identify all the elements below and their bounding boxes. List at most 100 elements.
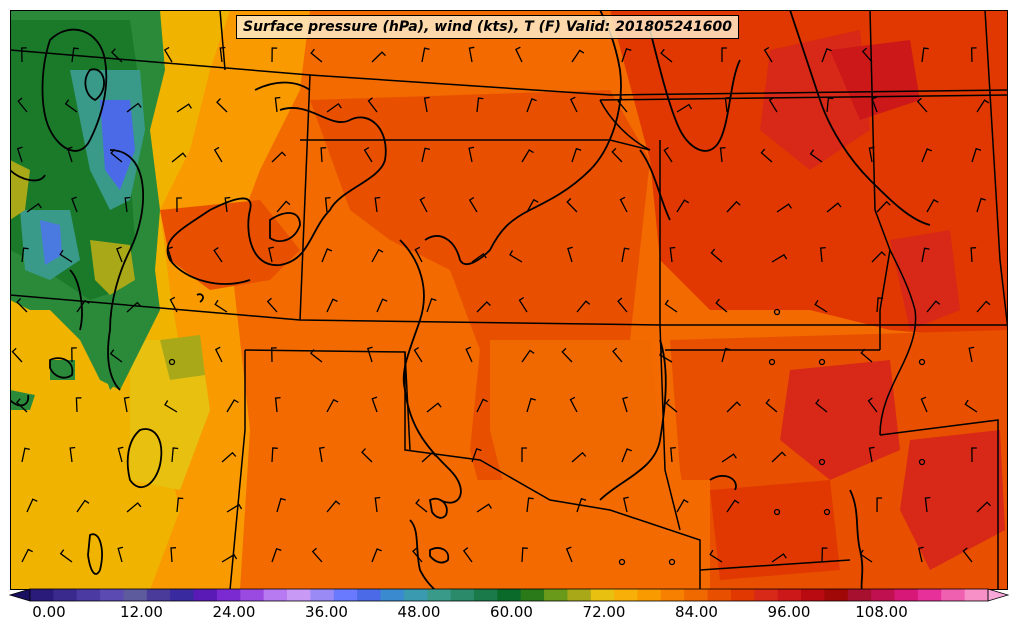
wind-barb-icon	[526, 198, 539, 213]
wind-barb-icon	[571, 147, 582, 163]
wind-barb-icon	[566, 198, 578, 213]
wind-barb-icon	[76, 499, 90, 513]
wind-barb-icon	[376, 298, 388, 313]
wind-barb-icon	[320, 147, 327, 163]
wind-barb-icon	[276, 200, 291, 213]
colorbar-swatch	[427, 589, 452, 601]
wind-barb-icon	[75, 397, 82, 413]
wind-barb-icon	[21, 247, 29, 263]
colorbar-swatch	[707, 589, 732, 601]
wind-barb-icon	[468, 196, 478, 213]
wind-barb-icon	[871, 251, 886, 263]
wind-barb-icon	[565, 546, 573, 563]
wind-barb-icon	[126, 301, 142, 313]
wind-barb-icon	[412, 547, 423, 563]
wind-barb-icon	[361, 448, 373, 463]
wind-barb-icon	[971, 447, 977, 463]
colorbar-swatch	[216, 589, 241, 601]
wind-barb-icon	[176, 197, 182, 213]
wind-barb-icon	[167, 246, 173, 263]
wind-barb-icon	[561, 347, 573, 363]
wind-barb-icon	[21, 47, 27, 63]
wind-barb-icon	[318, 446, 325, 463]
colorbar-swatch	[123, 589, 148, 601]
wind-barb-icon	[16, 298, 28, 313]
wind-barb-icon	[664, 299, 678, 313]
colorbar-swatch	[100, 589, 124, 601]
wind-barb-icon	[26, 498, 38, 513]
wind-barb-icon	[374, 496, 381, 513]
colorbar-swatch	[637, 589, 662, 601]
wind-barb-icon	[976, 300, 991, 313]
wind-barb-icon	[571, 451, 587, 463]
colorbar	[8, 588, 1010, 602]
wind-barb-icon	[124, 196, 131, 213]
colorbar-swatch	[333, 589, 358, 601]
wind-barb-icon	[809, 149, 823, 163]
wind-barb-icon	[468, 146, 475, 163]
wind-barb-icon	[569, 396, 578, 413]
wind-barb-icon	[266, 297, 278, 313]
colorbar-swatch	[894, 589, 919, 601]
wind-barb-icon	[17, 97, 28, 113]
wind-barb-icon	[612, 347, 623, 363]
colorbar-swatch	[520, 589, 545, 601]
colorbar-swatch	[660, 589, 685, 601]
colorbar-swatch	[964, 589, 989, 601]
wind-barb-icon	[465, 346, 473, 363]
colorbar-swatch	[544, 589, 568, 601]
wind-barb-icon	[768, 96, 778, 113]
wind-barb-icon	[311, 547, 323, 563]
colorbar-swatch	[53, 589, 78, 601]
wind-barb-icon	[271, 151, 287, 163]
wind-barb-icon	[371, 51, 386, 63]
wind-barb-icon	[468, 46, 475, 63]
wind-barb-icon	[709, 549, 723, 563]
wind-barb-icon	[421, 451, 437, 463]
wind-barb-icon	[171, 447, 179, 463]
wind-barb-icon	[860, 348, 873, 363]
wind-barb-icon	[611, 147, 623, 163]
colorbar-swatch	[146, 589, 171, 601]
wind-barb-icon	[567, 246, 573, 263]
wind-barb-icon	[219, 46, 226, 63]
wind-barb-icon	[271, 447, 278, 463]
wind-barb-icon	[670, 446, 676, 463]
calm-circle-icon	[768, 358, 776, 366]
colorbar-swatch	[590, 589, 615, 601]
wind-barb-icon	[676, 499, 689, 513]
wind-barb-icon	[59, 249, 73, 263]
wind-barb-icon	[859, 549, 873, 563]
wind-barb-icon	[221, 451, 237, 463]
wind-barb-icon	[926, 198, 939, 213]
wind-barb-icon	[771, 253, 788, 263]
wind-barb-icon	[571, 49, 585, 63]
wind-barb-icon	[918, 546, 924, 563]
wind-barb-icon	[423, 96, 430, 113]
wind-barb-icon	[59, 549, 73, 563]
wind-barb-icon	[471, 252, 487, 263]
colorbar-tick-label: 72.00	[582, 603, 626, 621]
colorbar-swatch	[567, 589, 592, 601]
wind-barb-icon	[826, 202, 842, 213]
wind-barb-icon	[126, 502, 142, 513]
wind-barb-icon	[176, 497, 184, 513]
wind-barb-icon	[518, 296, 528, 313]
wind-barb-icon	[521, 349, 535, 363]
wind-barb-icon	[476, 97, 484, 113]
colorbar-swatch	[263, 589, 288, 601]
wind-barb-icon	[421, 147, 431, 163]
colorbar-swatch	[614, 589, 639, 601]
wind-barb-icon	[71, 47, 79, 63]
wind-barb-icon	[326, 398, 339, 413]
wind-barb-icon	[419, 196, 428, 213]
wind-barb-icon	[721, 453, 737, 463]
wind-barb-icon	[726, 401, 741, 413]
colorbar-swatch	[193, 589, 218, 601]
wind-barb-icon	[371, 396, 378, 413]
wind-barb-icon	[426, 297, 437, 313]
wind-barb-icon	[11, 347, 23, 363]
wind-barb-icon	[576, 497, 587, 513]
colorbar-tick-label: 84.00	[675, 603, 718, 621]
colorbar-swatch	[380, 589, 405, 601]
